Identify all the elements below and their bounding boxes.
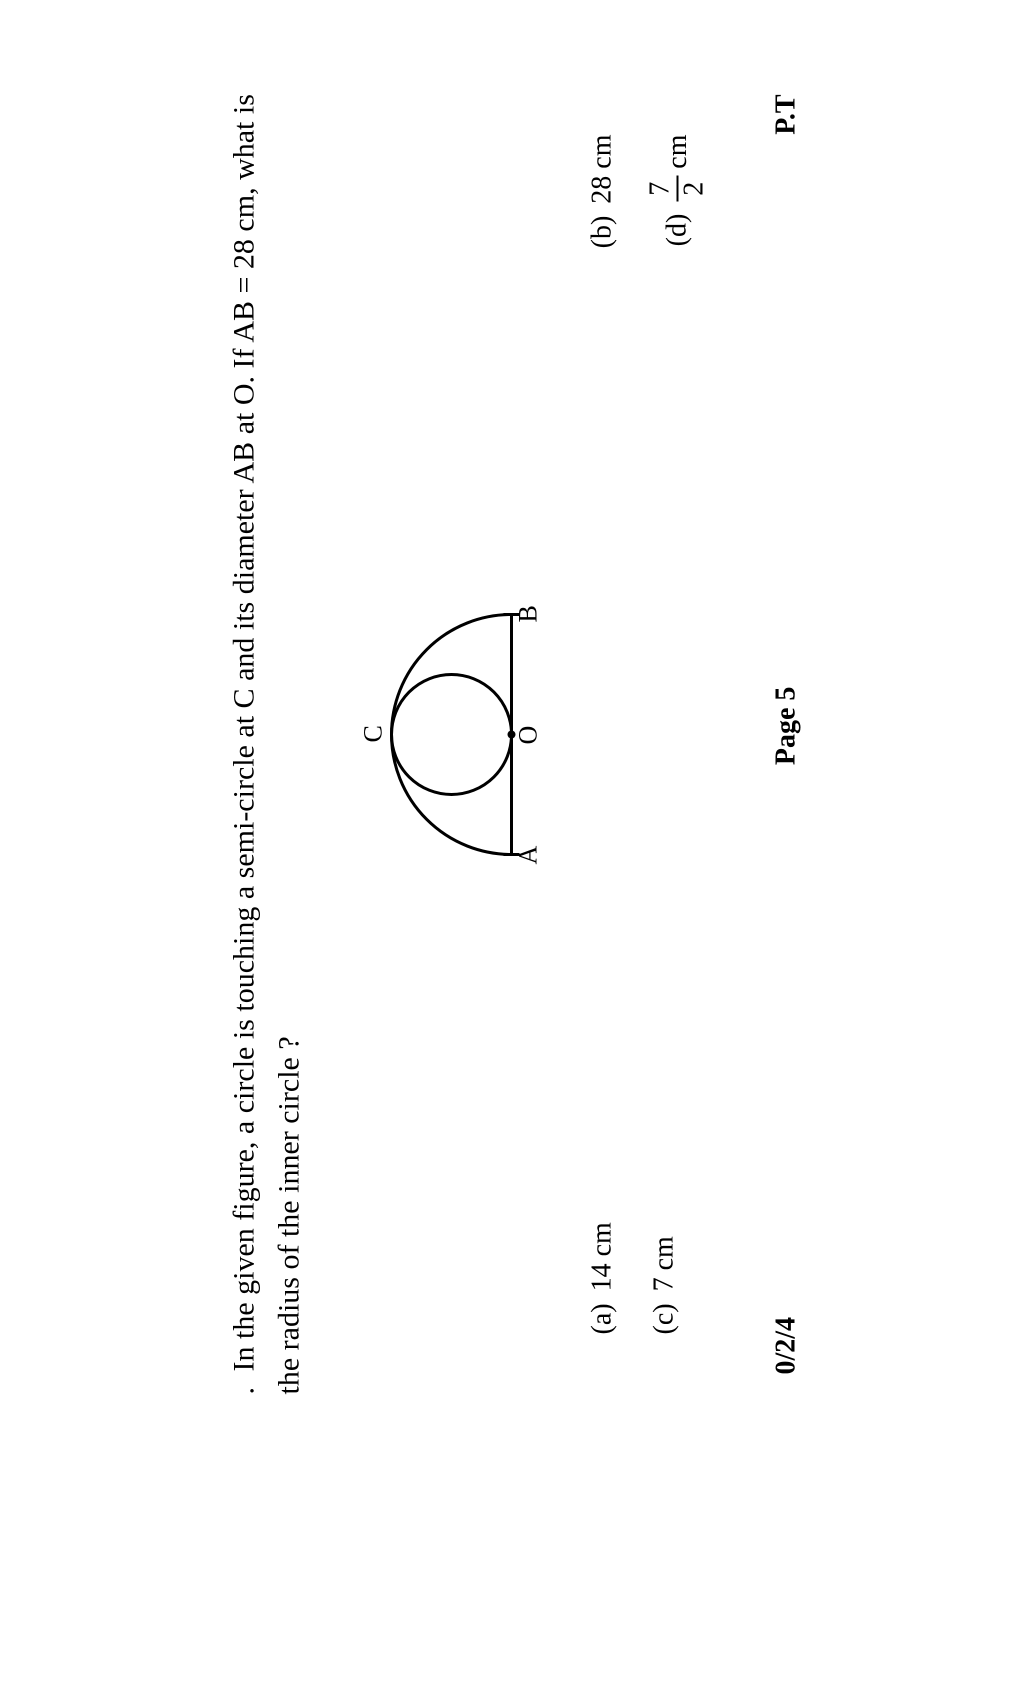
option-c-value: 7 cm (649, 1236, 681, 1291)
option-c-label: (c) (649, 1303, 681, 1334)
geometry-figure: A B C O (342, 574, 542, 894)
option-d-unit: cm (662, 134, 693, 168)
option-d-label: (d) (662, 213, 694, 246)
option-a: (a) 14 cm (587, 1222, 619, 1334)
page-number: Page 5 (771, 686, 803, 765)
label-b: B (514, 605, 542, 622)
fraction: 7 2 (647, 175, 709, 201)
bullet: . (228, 1379, 261, 1395)
question-body: In the given figure, a circle is touchin… (228, 94, 306, 1394)
page-content: . In the given figure, a circle is touch… (222, 34, 803, 1434)
label-c: C (359, 725, 388, 742)
footer-row: 0/2/4 Page 5 P.T (771, 34, 803, 1434)
semicircle-arc (392, 614, 512, 854)
inner-circle (392, 674, 512, 794)
page-pt: P.T (771, 94, 803, 134)
page-code: 0/2/4 (771, 1316, 803, 1374)
option-c: (c) 7 cm (649, 1236, 711, 1334)
option-b-value: 28 cm (587, 134, 619, 203)
label-o: O (514, 725, 542, 744)
question-text: . In the given figure, a circle is touch… (222, 34, 312, 1434)
option-b-label: (b) (587, 215, 619, 248)
option-a-label: (a) (587, 1303, 619, 1334)
fraction-den: 2 (679, 175, 709, 201)
fraction-num: 7 (647, 175, 679, 201)
label-a: A (514, 845, 542, 864)
option-a-value: 14 cm (587, 1222, 619, 1291)
options-row-1: (a) 14 cm (b) 28 cm (587, 34, 619, 1434)
options-row-2: (c) 7 cm (d) 7 2 cm (649, 34, 711, 1434)
option-d-value: 7 2 cm (649, 134, 711, 201)
option-d: (d) 7 2 cm (649, 134, 711, 246)
figure-container: A B C O (342, 34, 547, 1434)
option-b: (b) 28 cm (587, 134, 619, 248)
